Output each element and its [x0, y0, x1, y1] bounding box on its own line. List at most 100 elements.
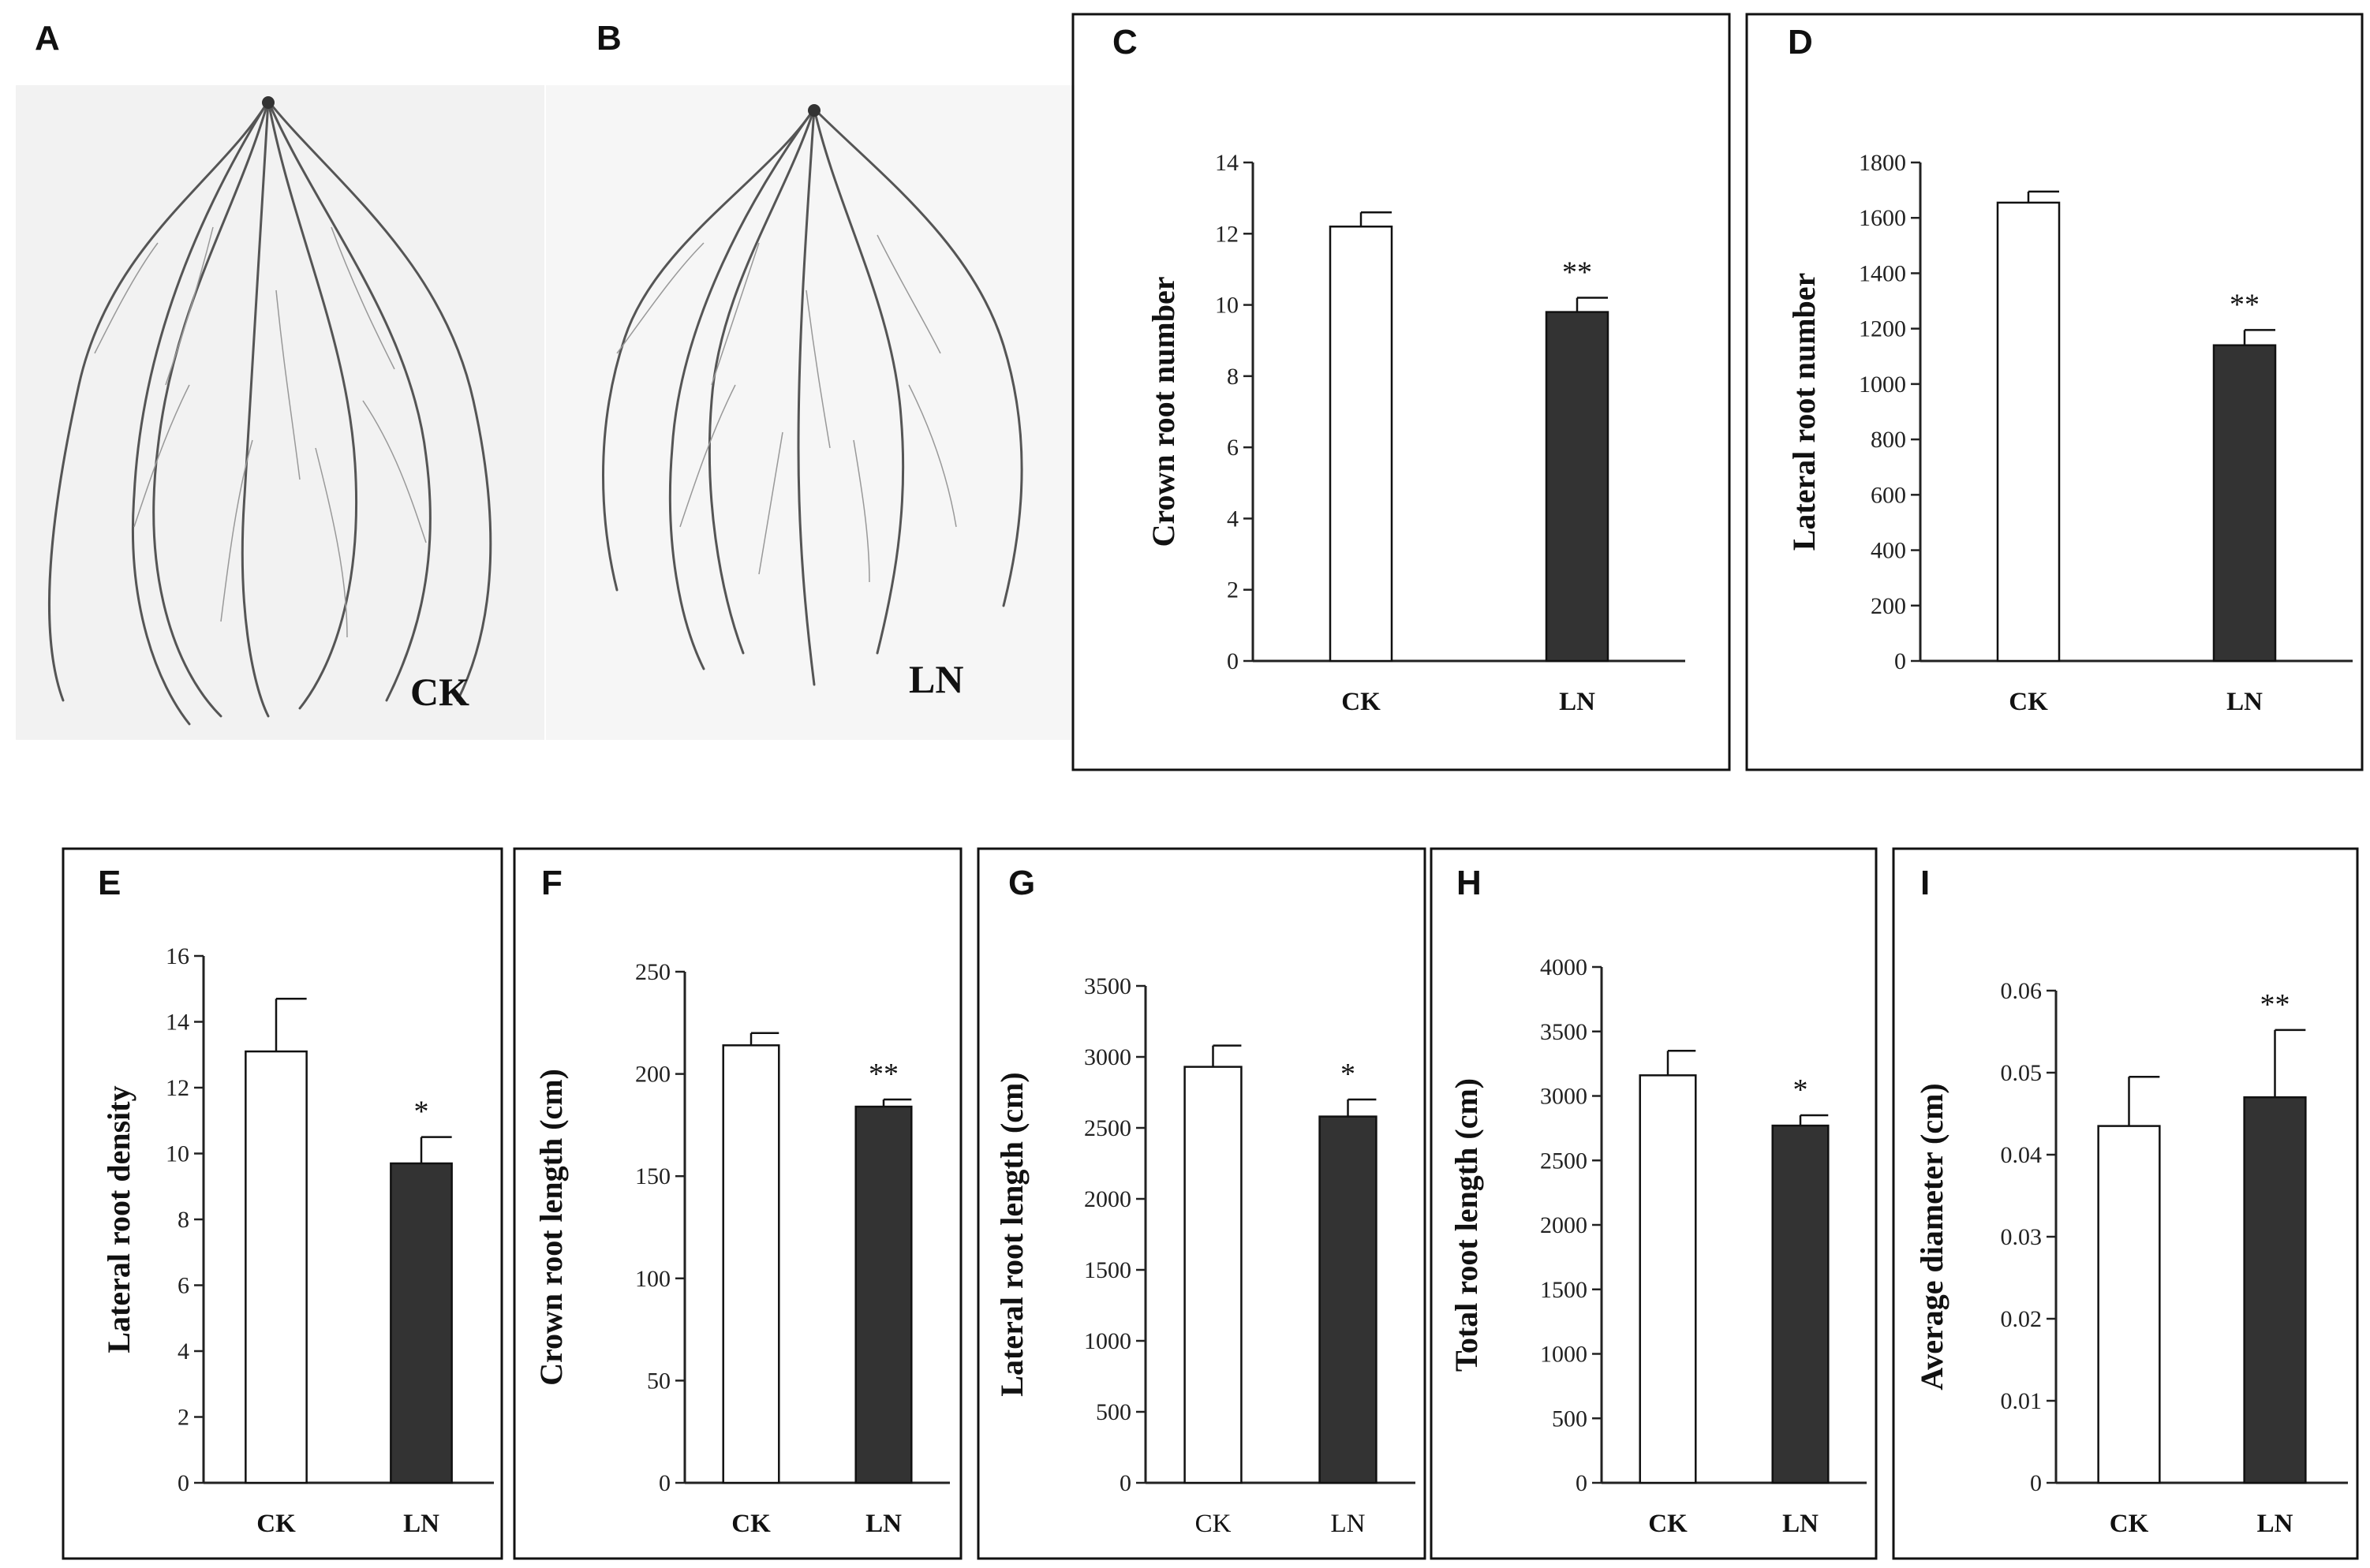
significance-label: * — [414, 1096, 429, 1129]
panel-letter-a: A — [35, 19, 60, 58]
significance-label: * — [1793, 1073, 1808, 1107]
y-tick-label: 1500 — [1540, 1277, 1587, 1303]
y-axis-label: Crown root length (cm) — [533, 1069, 569, 1386]
y-tick-label: 8 — [1227, 364, 1239, 390]
x-tick-label-ck: CK — [1195, 1510, 1232, 1538]
y-tick-label: 200 — [1871, 593, 1906, 619]
y-tick-label: 0 — [2030, 1470, 2042, 1496]
panel-frame — [1745, 13, 2364, 771]
y-axis-label: Lateral root density — [101, 1085, 136, 1353]
y-axis-label: Average diameter (cm) — [1914, 1083, 1949, 1390]
significance-label: ** — [2230, 288, 2260, 321]
root-photo-ln — [546, 85, 1075, 740]
panel-frame — [1071, 13, 1731, 771]
x-tick-label-ln: LN — [2226, 688, 2263, 716]
panel-frame — [1892, 847, 2359, 1560]
bar-ln — [2243, 1096, 2307, 1484]
y-tick-label: 600 — [1871, 482, 1906, 508]
y-tick-label: 2500 — [1540, 1148, 1587, 1174]
y-tick-label: 1000 — [1540, 1342, 1587, 1368]
bar-ck — [1639, 1074, 1697, 1484]
y-tick-label: 0 — [1576, 1470, 1587, 1496]
y-tick-label: 1600 — [1859, 205, 1906, 231]
x-tick-label-ln: LN — [1331, 1510, 1366, 1538]
y-tick-label: 2500 — [1084, 1115, 1131, 1141]
panel-letter: H — [1456, 864, 1482, 902]
y-tick-label: 0.05 — [2001, 1060, 2043, 1086]
y-tick-label: 0.04 — [2001, 1142, 2043, 1168]
y-tick-label: 2 — [178, 1405, 189, 1431]
y-tick-label: 1400 — [1859, 260, 1906, 286]
y-tick-label: 14 — [166, 1010, 189, 1036]
chart-panel-d: D 0 200 400 600 800 1000 1200 1400 1600 1800 Latera… — [1745, 13, 2364, 771]
x-tick-label-ck: CK — [2110, 1510, 2149, 1538]
y-tick-label: 150 — [635, 1163, 671, 1189]
chart-panel-h: H 0 500 1000 1500 2000 2500 3000 3500 4000 Total r… — [1430, 847, 1878, 1560]
y-tick-label: 4000 — [1540, 954, 1587, 980]
y-tick-label: 1200 — [1859, 316, 1906, 342]
y-tick-label: 0 — [178, 1470, 189, 1496]
x-tick-label-ck: CK — [731, 1510, 771, 1538]
y-tick-label: 0 — [1227, 648, 1239, 674]
y-tick-label: 500 — [1096, 1399, 1131, 1425]
y-tick-label: 1000 — [1859, 371, 1906, 398]
bar-ck — [2097, 1125, 2161, 1484]
panel-letter-b: B — [596, 19, 622, 58]
bar-ck — [722, 1044, 780, 1484]
chart-panel-f: F 0 50 100 150 200 250 Crown root length (cm) CK… — [513, 847, 963, 1560]
significance-label: ** — [869, 1058, 899, 1091]
y-tick-label: 0 — [659, 1470, 671, 1496]
bar-ck — [1996, 201, 2061, 663]
y-tick-label: 1000 — [1084, 1328, 1131, 1354]
significance-label: ** — [1562, 256, 1592, 289]
y-tick-label: 3000 — [1084, 1044, 1131, 1070]
y-tick-label: 50 — [647, 1368, 671, 1394]
y-axis-label: Lateral root number — [1786, 273, 1822, 551]
panel-letter: C — [1112, 23, 1138, 62]
y-tick-label: 0.06 — [2001, 978, 2043, 1004]
y-tick-label: 2000 — [1084, 1186, 1131, 1212]
chart-panel-i: I 0 0.01 0.02 0.03 0.04 0.05 0.06 Average diamet… — [1892, 847, 2359, 1560]
bar-ln — [2212, 344, 2277, 663]
y-axis-label: Total root length (cm) — [1449, 1078, 1484, 1372]
x-tick-label-ln: LN — [1782, 1510, 1819, 1538]
panel-letter: F — [541, 864, 563, 902]
y-tick-label: 0 — [1894, 648, 1906, 674]
bar-ln — [1771, 1124, 1830, 1484]
y-tick-label: 4 — [178, 1338, 189, 1365]
x-tick-label-ln: LN — [1559, 688, 1595, 716]
x-tick-label-ck: CK — [2009, 688, 2048, 716]
bar-ck — [245, 1050, 308, 1484]
y-tick-label: 500 — [1552, 1406, 1587, 1432]
y-tick-label: 12 — [1215, 221, 1239, 247]
y-tick-label: 3500 — [1540, 1019, 1587, 1045]
panel-letter: E — [98, 864, 121, 902]
y-tick-label: 200 — [635, 1062, 671, 1088]
significance-label: * — [1340, 1058, 1355, 1091]
y-tick-label: 6 — [178, 1273, 189, 1299]
x-tick-label-ln: LN — [2257, 1510, 2293, 1538]
bar-ck — [1183, 1066, 1243, 1484]
photo-label-ln: LN — [909, 657, 964, 701]
bar-ln — [1318, 1115, 1378, 1484]
y-tick-label: 800 — [1871, 427, 1906, 453]
y-tick-label: 0.02 — [2001, 1306, 2043, 1332]
y-axis-label: Crown root number — [1146, 277, 1181, 547]
y-tick-label: 0 — [1120, 1470, 1131, 1496]
panel-letter: D — [1788, 23, 1813, 62]
x-tick-label-ck: CK — [1341, 688, 1381, 716]
y-tick-label: 14 — [1215, 150, 1239, 176]
bar-ln — [390, 1162, 453, 1484]
panel-frame — [977, 847, 1426, 1560]
y-tick-label: 8 — [178, 1207, 189, 1233]
chart-panel-c: C 0 2 4 6 8 10 12 14 Crown root number CK ** LN — [1071, 13, 1731, 771]
y-tick-label: 4 — [1227, 506, 1239, 532]
panel-letter: G — [1008, 864, 1035, 902]
panel-letter: I — [1920, 864, 1930, 902]
chart-panel-g: G 0 500 1000 1500 2000 2500 3000 3500 Lateral roo… — [977, 847, 1426, 1560]
y-tick-label: 3500 — [1084, 973, 1131, 999]
photo-label-ck: CK — [410, 670, 469, 714]
bar-ck — [1329, 226, 1393, 663]
y-tick-label: 400 — [1871, 538, 1906, 564]
y-tick-label: 0.01 — [2001, 1388, 2043, 1414]
